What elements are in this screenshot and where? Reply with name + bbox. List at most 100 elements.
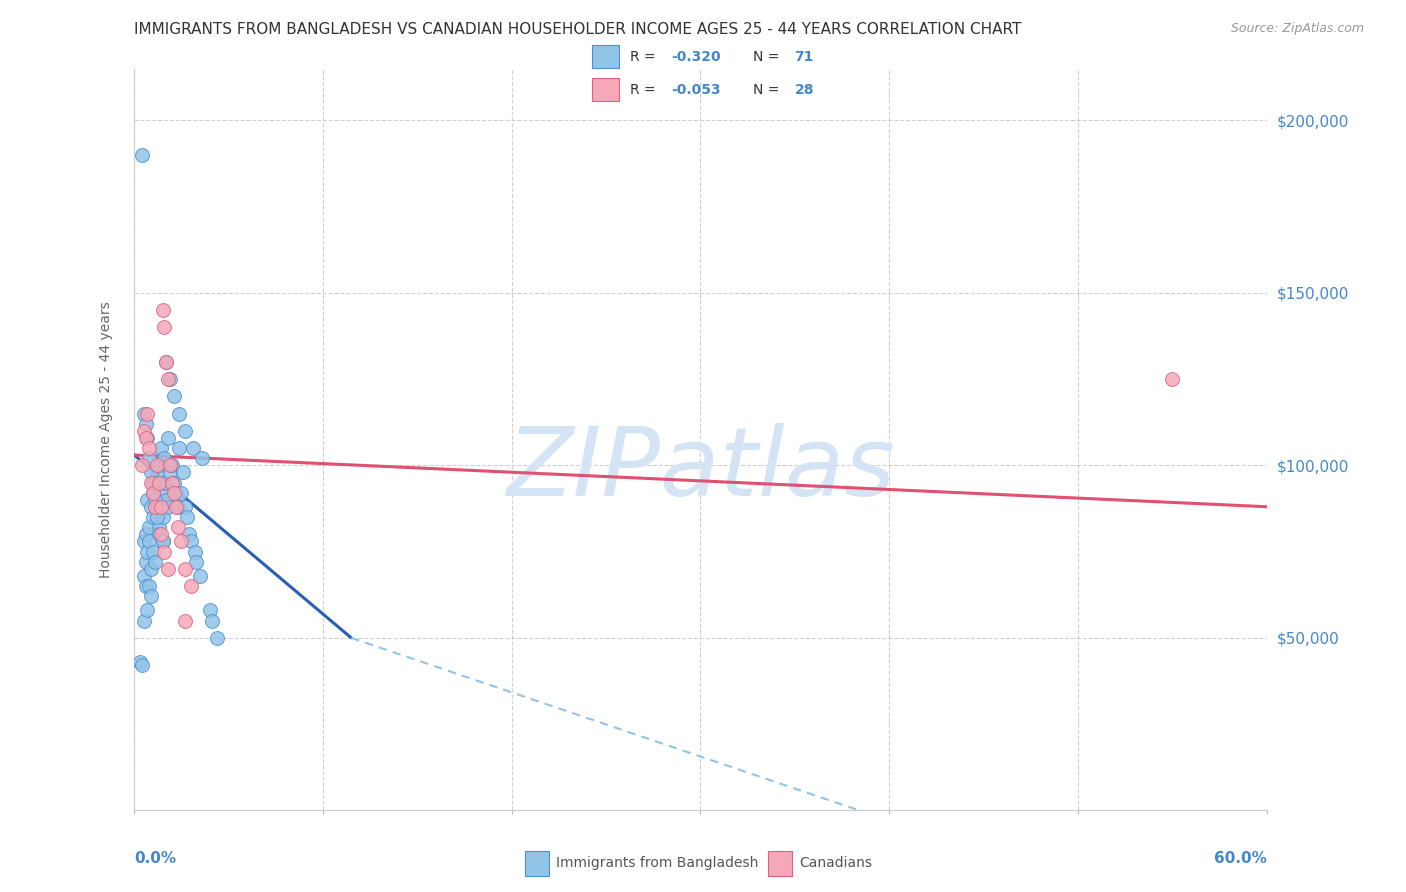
Point (157, 431, 180, 445)
Point (166, 520, 188, 534)
Point (188, 568, 211, 582)
Point (134, 555, 156, 569)
Point (152, 303, 174, 318)
Point (170, 486, 193, 500)
Point (141, 562, 163, 576)
Text: -0.053: -0.053 (671, 83, 721, 96)
Point (146, 510, 169, 524)
Text: Canadians: Canadians (799, 856, 872, 871)
Text: N =: N = (754, 83, 785, 96)
Point (148, 458, 170, 473)
Text: Source: ZipAtlas.com: Source: ZipAtlas.com (1230, 22, 1364, 36)
Point (131, 148, 153, 162)
Point (155, 355, 177, 369)
Point (142, 486, 165, 500)
Point (176, 510, 198, 524)
Point (141, 500, 163, 514)
Point (149, 527, 172, 541)
Text: 71: 71 (794, 50, 814, 63)
Point (134, 431, 156, 445)
Text: 28: 28 (794, 83, 814, 96)
Text: R =: R = (630, 50, 659, 63)
Point (132, 614, 155, 628)
Point (157, 562, 180, 576)
Point (146, 500, 169, 514)
Point (142, 544, 165, 558)
Point (180, 579, 202, 593)
Point (146, 458, 169, 473)
Text: N =: N = (754, 50, 785, 63)
Point (152, 534, 174, 549)
Point (146, 465, 169, 479)
Point (142, 510, 165, 524)
Point (134, 417, 156, 431)
Point (159, 465, 181, 479)
Point (183, 544, 205, 558)
Point (155, 355, 177, 369)
Point (149, 486, 172, 500)
Point (174, 614, 197, 628)
Point (163, 389, 186, 403)
Point (132, 568, 155, 582)
Point (170, 534, 193, 549)
Point (128, 655, 150, 669)
Point (163, 486, 186, 500)
Point (174, 424, 197, 438)
Bar (524, 851, 550, 876)
Point (174, 500, 197, 514)
Point (1161, 372, 1184, 386)
Point (180, 534, 202, 549)
Point (136, 603, 159, 617)
Point (143, 475, 166, 490)
Point (198, 603, 221, 617)
Point (160, 475, 183, 490)
Point (181, 441, 204, 455)
Point (141, 590, 163, 604)
Point (142, 486, 165, 500)
Point (134, 579, 156, 593)
Text: R =: R = (630, 83, 659, 96)
Point (136, 407, 159, 421)
Point (136, 544, 159, 558)
Point (143, 492, 166, 507)
Point (138, 520, 160, 534)
Point (148, 527, 170, 541)
Point (132, 407, 155, 421)
Point (169, 441, 191, 455)
Point (174, 562, 197, 576)
Point (149, 500, 172, 514)
Point (148, 475, 170, 490)
Text: 60.0%: 60.0% (1213, 851, 1267, 865)
Point (169, 407, 191, 421)
Point (131, 658, 153, 673)
Point (191, 451, 214, 466)
Point (165, 500, 187, 514)
Text: IMMIGRANTS FROM BANGLADESH VS CANADIAN HOUSEHOLDER INCOME AGES 25 - 44 YEARS COR: IMMIGRANTS FROM BANGLADESH VS CANADIAN H… (134, 22, 1022, 37)
Point (136, 492, 159, 507)
Text: -0.320: -0.320 (671, 50, 721, 63)
Point (165, 486, 187, 500)
Point (142, 475, 165, 490)
Point (153, 475, 176, 490)
Point (155, 492, 177, 507)
Point (143, 500, 166, 514)
Point (160, 458, 183, 473)
Point (141, 465, 163, 479)
Point (136, 431, 159, 445)
Point (207, 631, 229, 645)
Point (132, 534, 155, 549)
Point (153, 320, 176, 334)
Point (134, 527, 156, 541)
Bar (592, 45, 619, 68)
Point (186, 555, 208, 569)
Text: 0.0%: 0.0% (134, 851, 176, 865)
Point (152, 510, 174, 524)
Point (159, 372, 181, 386)
Bar (592, 78, 619, 101)
Point (149, 441, 172, 455)
Point (138, 534, 160, 549)
Point (152, 534, 174, 549)
Point (159, 458, 181, 473)
Point (200, 614, 222, 628)
Point (153, 451, 176, 466)
